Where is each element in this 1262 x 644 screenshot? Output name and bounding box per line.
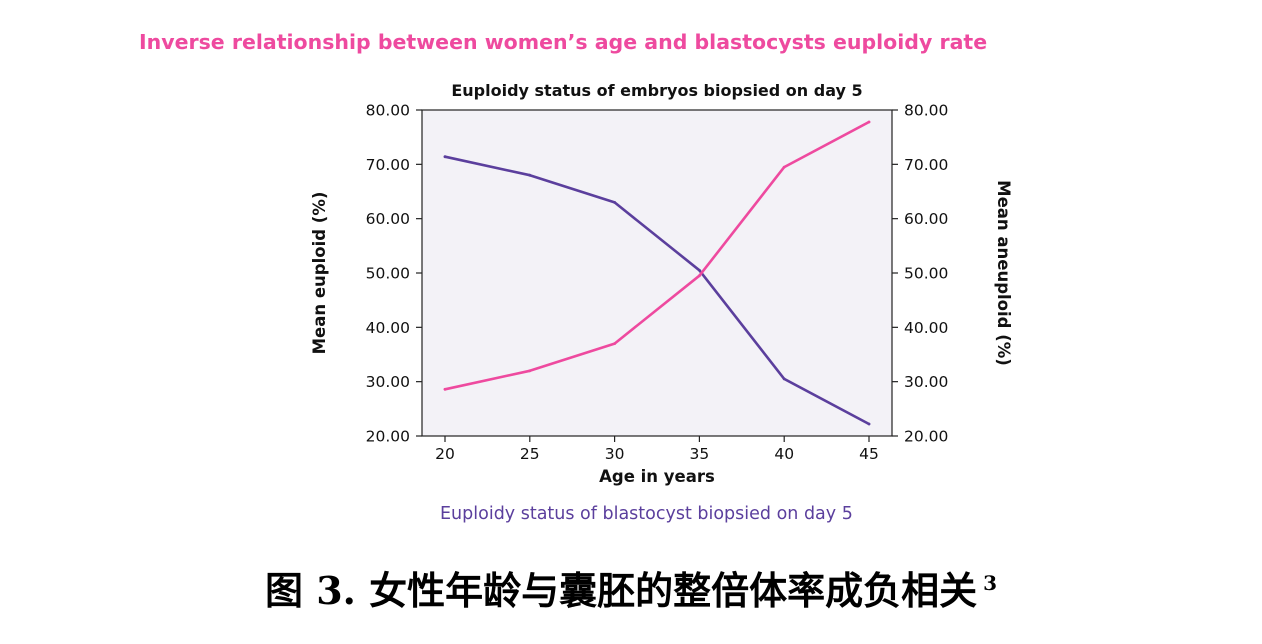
euploid-data-point <box>867 422 871 426</box>
left-y-tick-label: 70.00 <box>366 156 410 174</box>
left-y-axis: 20.00 30.00 40.00 50.00 60.00 70.00 80.00 <box>366 102 422 446</box>
figure-caption: 图 3. 女性年龄与囊胚的整倍体率成负相关 3 <box>0 560 1262 615</box>
euploid-series-line <box>443 155 871 426</box>
chart-title: Euploidy status of embryos biopsied on d… <box>451 81 862 100</box>
chart-heading: Inverse relationship between women’s age… <box>139 30 988 54</box>
euploid-data-point <box>782 377 786 381</box>
x-axis: 20 25 30 35 40 45 <box>435 436 879 463</box>
figure-caption-label: 图 3. 女性年龄与囊胚的整倍体率成负相关 <box>264 568 978 613</box>
x-tick-label: 35 <box>690 445 710 463</box>
euploid-data-point <box>698 268 701 272</box>
right-y-tick-label: 40.00 <box>904 319 948 337</box>
left-y-tick-label: 30.00 <box>366 373 410 391</box>
left-y-tick-label: 40.00 <box>366 319 410 337</box>
euploid-data-point <box>443 155 447 159</box>
x-tick-label: 20 <box>435 445 455 463</box>
aneuploid-data-point <box>613 342 616 345</box>
x-tick-label: 30 <box>605 445 625 463</box>
euploid-data-point <box>528 173 532 177</box>
plot-area <box>421 109 893 437</box>
left-y-tick-label: 20.00 <box>366 428 410 446</box>
left-y-tick-label: 80.00 <box>366 102 410 120</box>
euploid-data-point <box>613 201 616 204</box>
x-axis-title: Age in years <box>599 467 715 486</box>
aneuploid-data-point <box>782 165 786 169</box>
right-y-tick-label: 20.00 <box>904 428 948 446</box>
right-y-tick-label: 50.00 <box>904 265 948 283</box>
aneuploid-data-point <box>443 387 447 391</box>
left-y-tick-label: 60.00 <box>366 210 410 228</box>
x-tick-label: 40 <box>774 445 794 463</box>
aneuploid-data-point <box>698 274 701 278</box>
aneuploid-series-line <box>443 120 871 391</box>
aneuploid-data-point <box>528 369 532 373</box>
left-y-axis-title: Mean euploid (%) <box>310 192 329 355</box>
right-y-tick-label: 60.00 <box>904 210 948 228</box>
right-y-tick-label: 70.00 <box>904 156 948 174</box>
figure-caption-reference: 3 <box>983 571 998 596</box>
x-tick-label: 25 <box>520 445 540 463</box>
left-y-tick-label: 50.00 <box>366 265 410 283</box>
right-y-axis: 20.00 30.00 40.00 50.00 60.00 70.00 80.00 <box>892 102 948 446</box>
aneuploid-data-point <box>867 120 871 124</box>
right-y-tick-label: 30.00 <box>904 373 948 391</box>
x-tick-label: 45 <box>859 445 879 463</box>
right-y-axis-title: Mean aneuploid (%) <box>994 180 1013 366</box>
right-y-tick-label: 80.00 <box>904 102 948 120</box>
chart-subcaption: Euploidy status of blastocyst biopsied o… <box>440 504 853 524</box>
series-layer <box>443 120 871 426</box>
